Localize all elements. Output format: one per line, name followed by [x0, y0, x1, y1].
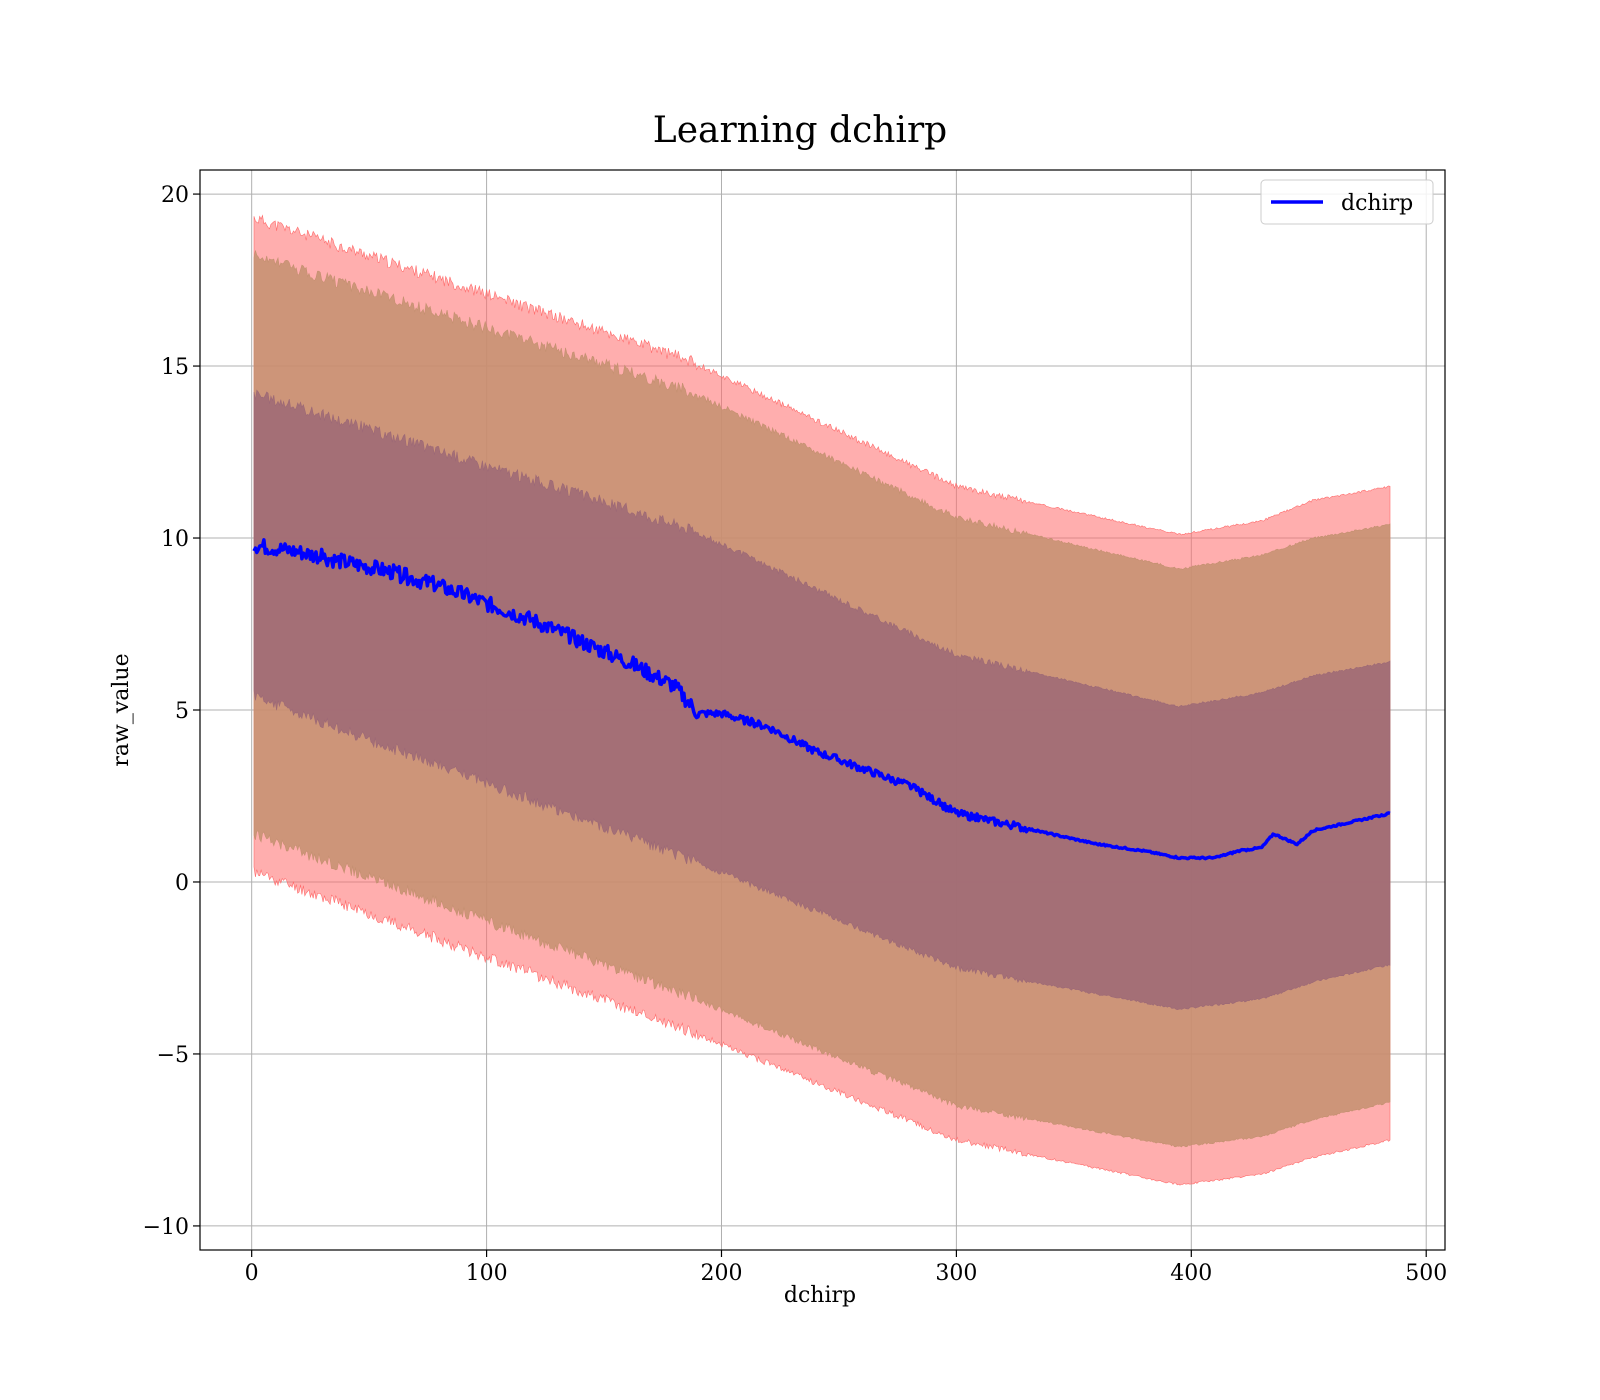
- x-tick-label: 100: [466, 1261, 508, 1286]
- x-tick-label: 0: [245, 1261, 259, 1286]
- y-tick-label: −5: [157, 1043, 189, 1068]
- y-tick-label: 10: [161, 527, 189, 552]
- x-tick-label: 400: [1170, 1261, 1212, 1286]
- y-tick-label: −10: [143, 1215, 189, 1240]
- y-axis-label: raw_value: [109, 653, 134, 766]
- y-tick-label: 15: [161, 355, 189, 380]
- y-tick-label: 5: [175, 699, 189, 724]
- x-axis-ticks: 0 100 200 300 400 500: [245, 1250, 1447, 1286]
- legend-label: dchirp: [1341, 191, 1413, 216]
- band-inner: [253, 389, 1391, 1011]
- legend-box: [1260, 179, 1434, 225]
- legend: dchirp: [1260, 179, 1434, 225]
- series-line-dchirp: [252, 538, 1391, 861]
- x-tick-label: 300: [935, 1261, 977, 1286]
- x-tick-label: 500: [1405, 1261, 1447, 1286]
- x-axis-label: dchirp: [784, 1283, 856, 1308]
- y-tick-label: 20: [161, 183, 189, 208]
- x-tick-label: 200: [700, 1261, 742, 1286]
- line-group: [252, 538, 1391, 861]
- y-tick-label: 0: [175, 871, 189, 896]
- y-axis-ticks: −10 −5 0 5 10 15 20: [143, 183, 200, 1240]
- chart-title: Learning dchirp: [653, 110, 947, 151]
- band-group: [253, 214, 1391, 1186]
